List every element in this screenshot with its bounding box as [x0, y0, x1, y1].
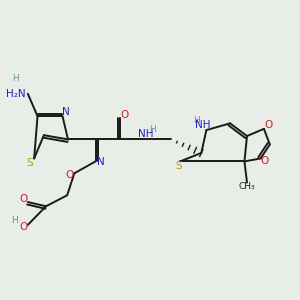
Text: O: O — [261, 156, 269, 166]
Text: O: O — [20, 194, 28, 204]
Text: O: O — [265, 121, 273, 130]
Text: N: N — [62, 107, 70, 117]
Text: CH₃: CH₃ — [239, 182, 255, 191]
Text: S: S — [175, 161, 182, 171]
Text: NH: NH — [195, 120, 211, 130]
Text: O: O — [20, 222, 28, 233]
Text: H: H — [149, 125, 156, 134]
Text: S: S — [27, 158, 33, 168]
Text: O: O — [65, 169, 74, 179]
Text: NH: NH — [138, 129, 153, 139]
Text: O: O — [120, 110, 128, 120]
Text: H: H — [13, 74, 19, 82]
Text: H: H — [11, 216, 18, 225]
Text: H: H — [193, 116, 200, 125]
Text: N: N — [97, 157, 104, 167]
Text: H₂N: H₂N — [7, 89, 26, 99]
